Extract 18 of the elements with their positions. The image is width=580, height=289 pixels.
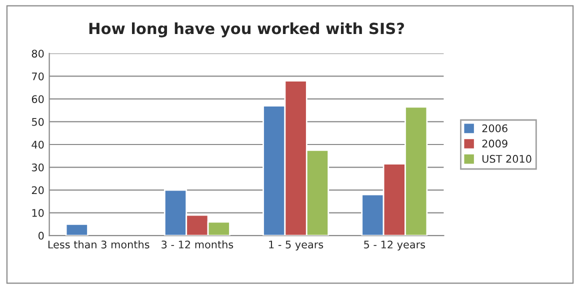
x-tick-label: 1 - 5 years xyxy=(269,240,324,250)
y-tick-label: 10 xyxy=(32,209,44,217)
bar xyxy=(65,223,88,236)
y-tick-label: 50 xyxy=(32,118,44,126)
legend-label: UST 2010 xyxy=(482,154,532,163)
x-tick-label: 3 - 12 months xyxy=(162,240,234,248)
y-tick-label: 0 xyxy=(38,232,44,240)
chart-title: How long have you worked with SIS? xyxy=(89,22,404,38)
y-tick-label: 30 xyxy=(32,163,44,172)
x-tick-label: 5 - 12 years xyxy=(364,240,426,250)
x-tick-label: Less than 3 months xyxy=(48,240,150,248)
legend-label: 2006 xyxy=(482,124,508,132)
y-tick-label: 40 xyxy=(32,140,44,149)
y-tick-label: 80 xyxy=(32,50,44,58)
legend-label: 2009 xyxy=(482,140,508,148)
y-tick-label: 20 xyxy=(32,186,44,194)
y-tick-label: 60 xyxy=(32,95,44,104)
y-tick-label: 70 xyxy=(32,72,44,80)
